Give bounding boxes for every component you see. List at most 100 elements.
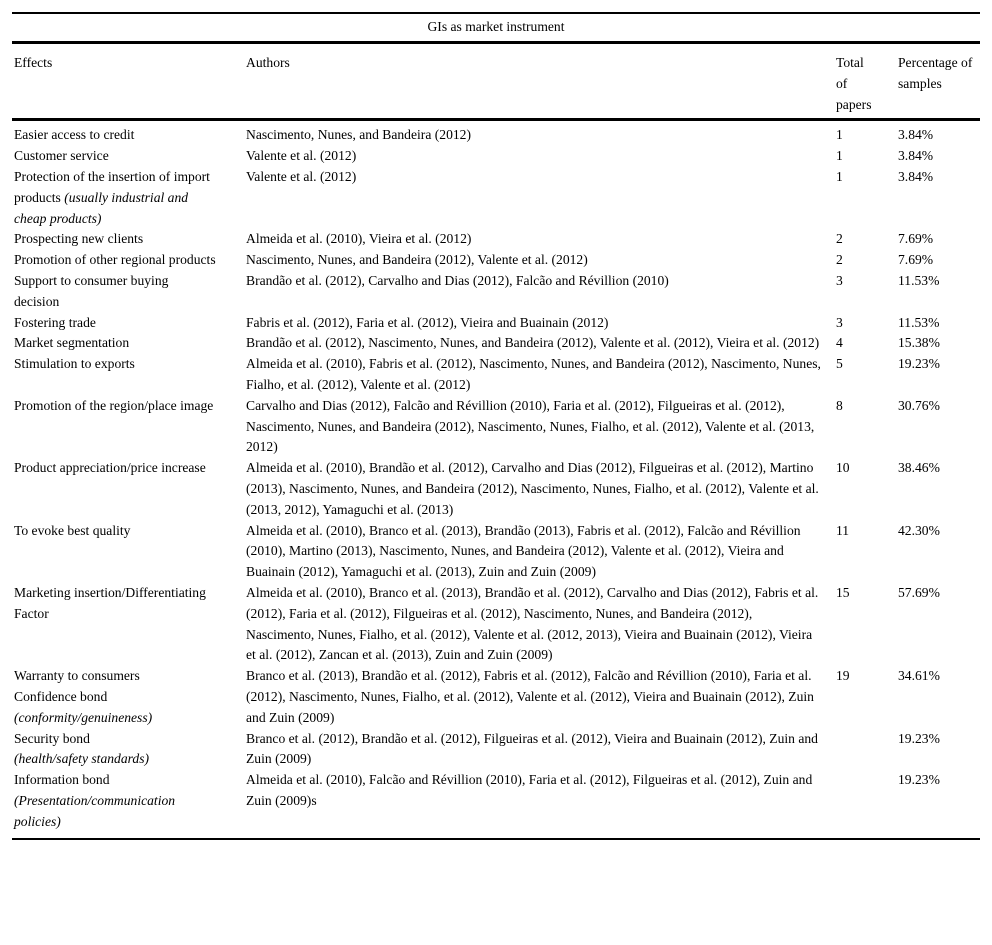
effect-text: Market segmentation (14, 335, 130, 351)
authors-cell: Almeida et al. (2010), Brandão et al. (2… (246, 460, 819, 517)
table-row: Marketing insertion/Differentiating Fact… (12, 583, 980, 666)
percentage-cell: 11.53% (898, 272, 940, 288)
table-row: To evoke best quality Almeida et al. (201… (12, 521, 980, 583)
percentage-cell: 19.23% (898, 772, 940, 788)
authors-cell: Almeida et al. (2010), Fabris et al. (20… (246, 356, 821, 392)
table-row: Promotion of the region/place image Carva… (12, 396, 980, 458)
authors-cell: Branco et al. (2012), Brandão et al. (20… (246, 730, 818, 767)
authors-cell: Almeida et al. (2010), Branco et al. (20… (246, 584, 819, 663)
effect-text: Information bond (14, 772, 110, 788)
authors-cell: Almeida et al. (2010), Falcão and Révill… (246, 772, 813, 808)
effect-text-italic: (Presentation/communication policies) (14, 792, 179, 829)
effect-text: Warranty to consumers Confidence bond (14, 668, 140, 704)
effect-text: Stimulation to exports (14, 356, 135, 372)
effect-cell: Marketing insertion/Differentiating Fact… (12, 583, 246, 666)
effect-cell: Security bond (health/safety standards) (12, 729, 246, 771)
percentage-cell: 38.46% (898, 460, 940, 476)
table-row: Fostering trade Fabris et al. (2012), Far… (12, 313, 980, 334)
effects-table: Effects Authors Total of papers Percenta… (12, 44, 980, 841)
effect-cell: Protection of the insertion of import pr… (12, 167, 246, 229)
percentage-cell: 3.84% (898, 148, 934, 164)
col-header-percentage-of-samples: Percentage of samples (892, 44, 980, 122)
table-row: Easier access to credit Nascimento, Nunes… (12, 120, 980, 146)
effect-cell: Product appreciation/price increase (12, 458, 246, 520)
effect-text-italic: (usually industrial and cheap products) (14, 189, 192, 226)
table-row: Market segmentation Brandão et al. (2012)… (12, 333, 980, 354)
authors-cell: Fabris et al. (2012), Faria et al. (2012… (246, 314, 609, 330)
total-cell: 3 (836, 272, 843, 288)
effect-text: Customer service (14, 148, 109, 164)
total-cell (830, 729, 892, 771)
table-row: Warranty to consumers Confidence bond (c… (12, 666, 980, 728)
table-row: Security bond (health/safety standards) B… (12, 729, 980, 771)
table-row: Prospecting new clients Almeida et al. (2… (12, 229, 980, 250)
authors-cell: Almeida et al. (2010), Branco et al. (20… (246, 522, 801, 580)
authors-cell: Nascimento, Nunes, and Bandeira (2012), … (246, 252, 588, 268)
effect-text: Support to consumer buying decision (14, 272, 172, 309)
total-cell: 8 (836, 397, 843, 413)
effect-text: Protection of the insertion of import pr… (14, 168, 214, 205)
col-header-authors: Authors (246, 44, 830, 122)
effect-cell: Promotion of the region/place image (12, 396, 246, 458)
total-cell: 5 (836, 356, 843, 372)
effect-cell: Promotion of other regional products (12, 250, 246, 271)
percentage-cell: 11.53% (898, 314, 940, 330)
total-cell: 1 (836, 127, 843, 143)
effect-text: Easier access to credit (14, 127, 135, 143)
total-cell: 3 (836, 314, 843, 330)
total-cell: 4 (836, 335, 843, 351)
effect-cell: Warranty to consumers Confidence bond (c… (12, 666, 246, 728)
percentage-cell: 3.84% (898, 127, 934, 143)
table-row: Information bond (Presentation/communica… (12, 770, 980, 839)
col-header-effects: Effects (12, 44, 246, 122)
authors-cell: Branco et al. (2013), Brandão et al. (20… (246, 668, 814, 725)
authors-cell: Brandão et al. (2012), Carvalho and Dias… (246, 272, 669, 288)
total-cell: 1 (836, 148, 843, 164)
percentage-cell: 15.38% (898, 335, 940, 351)
effect-text-italic: (health/safety standards) (14, 751, 150, 767)
table-title: GIs as market instrument (12, 12, 980, 44)
table-row: Stimulation to exports Almeida et al. (20… (12, 354, 980, 396)
effect-cell: Market segmentation (12, 333, 246, 354)
percentage-cell: 7.69% (898, 231, 934, 247)
effect-text: Product appreciation/price increase (14, 460, 206, 476)
effect-text: Security bond (14, 730, 90, 746)
percentage-cell: 3.84% (898, 168, 934, 184)
effect-text: Prospecting new clients (14, 231, 144, 247)
effect-text-italic: (conformity/genuineness) (14, 709, 153, 725)
authors-cell: Valente et al. (2012) (246, 148, 357, 164)
total-cell: 2 (836, 252, 843, 268)
document-page: GIs as market instrument Effects Authors… (12, 12, 980, 841)
total-cell: 10 (836, 460, 850, 476)
col-header-total-of-papers: Total of papers (830, 44, 892, 122)
table-row: Support to consumer buying decision Brand… (12, 271, 980, 313)
authors-cell: Brandão et al. (2012), Nascimento, Nunes… (246, 335, 820, 351)
effect-cell: Fostering trade (12, 313, 246, 334)
authors-cell: Nascimento, Nunes, and Bandeira (2012) (246, 127, 471, 143)
effect-cell: Stimulation to exports (12, 354, 246, 396)
table-row: Customer service Valente et al. (2012) 1 3.… (12, 146, 980, 167)
percentage-cell: 34.61% (898, 668, 940, 684)
percentage-cell: 19.23% (898, 730, 940, 746)
effect-text: Marketing insertion/Differentiating Fact… (14, 584, 210, 621)
authors-cell: Valente et al. (2012) (246, 168, 357, 184)
effect-cell: To evoke best quality (12, 521, 246, 583)
total-cell (830, 770, 892, 839)
total-cell: 11 (836, 522, 850, 538)
effect-text: Fostering trade (14, 314, 96, 330)
table-row: Promotion of other regional products Nasc… (12, 250, 980, 271)
percentage-cell: 57.69% (898, 584, 940, 600)
table-row: Product appreciation/price increase Almei… (12, 458, 980, 520)
percentage-cell: 42.30% (898, 522, 940, 538)
total-cell: 15 (836, 584, 850, 600)
effect-cell: Information bond (Presentation/communica… (12, 770, 246, 839)
effect-cell: Support to consumer buying decision (12, 271, 246, 313)
percentage-cell: 30.76% (898, 397, 940, 413)
table-row: Protection of the insertion of import pr… (12, 167, 980, 229)
effect-text: To evoke best quality (14, 522, 131, 538)
effect-text: Promotion of other regional products (14, 252, 216, 268)
effect-cell: Customer service (12, 146, 246, 167)
table-body: Easier access to credit Nascimento, Nunes… (12, 120, 980, 840)
percentage-cell: 7.69% (898, 252, 934, 268)
total-cell: 2 (836, 231, 843, 247)
